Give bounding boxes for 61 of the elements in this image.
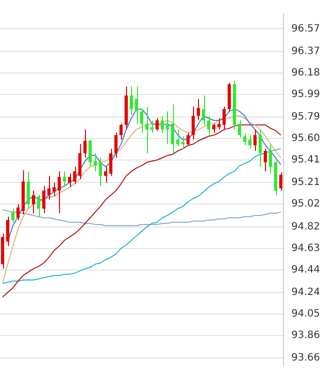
candlestick	[176, 128, 180, 147]
candlestick	[130, 86, 133, 116]
candlestick	[258, 128, 262, 168]
candlestick	[98, 157, 102, 187]
candlestick	[156, 118, 159, 132]
candlestick	[104, 166, 108, 184]
y-tick-label: 94.24	[291, 287, 320, 298]
candlestick	[268, 144, 272, 174]
candlestick	[186, 132, 190, 146]
candlestick	[145, 106, 148, 154]
candlestick	[73, 166, 76, 184]
y-tick-label: 94.63	[291, 242, 320, 254]
candlestick	[264, 148, 267, 172]
candlestick	[78, 144, 82, 180]
candlestick	[207, 115, 210, 136]
y-tick-label: 94.05	[291, 308, 320, 320]
candlestick	[62, 170, 66, 187]
candlestick	[212, 123, 216, 134]
y-tick-label: 94.82	[291, 221, 320, 232]
candlestick	[6, 216, 10, 247]
y-tick-label: 96.37	[291, 46, 320, 57]
candlestick	[196, 98, 200, 121]
candlestick	[140, 108, 144, 134]
y-tick-label: 94.44	[291, 264, 320, 276]
y-tick-label: 95.41	[291, 154, 320, 166]
candlestick	[42, 186, 46, 214]
candlestick	[160, 115, 164, 134]
y-tick-label: 95.02	[291, 198, 320, 210]
candlestick	[109, 148, 112, 176]
y-tick-label: 93.66	[291, 352, 320, 364]
candlestick	[68, 173, 72, 188]
candlestick	[83, 128, 87, 158]
y-tick-label: 95.99	[291, 88, 320, 100]
candlestick	[248, 134, 252, 150]
candlestick	[26, 170, 30, 210]
candlestick	[11, 208, 14, 223]
y-tick-label: 96.18	[291, 67, 320, 78]
y-tick-label: 95.21	[291, 177, 320, 188]
candlestick	[253, 128, 257, 152]
candlestick	[238, 120, 242, 138]
candlestick	[202, 94, 206, 126]
candlestick	[192, 106, 195, 140]
candlestick	[119, 123, 123, 140]
candlestick	[58, 170, 61, 214]
candlestick	[134, 86, 138, 124]
y-tick-label: 96.57	[291, 23, 320, 34]
candlestick	[222, 106, 226, 130]
candlestick	[114, 132, 118, 158]
candlestick	[52, 182, 56, 197]
candlestick	[150, 120, 154, 134]
candlestick	[47, 175, 51, 200]
candlestick	[166, 110, 170, 145]
y-tick-label: 95.79	[291, 112, 320, 123]
y-tick-label: 95.60	[291, 133, 320, 144]
candlestick	[243, 132, 246, 146]
candlestick	[37, 194, 40, 218]
y-tick-label: 93.86	[291, 330, 320, 342]
candlestick	[32, 190, 36, 214]
candlestick	[171, 104, 174, 154]
candlestick	[279, 172, 282, 192]
candlestick	[16, 204, 20, 220]
